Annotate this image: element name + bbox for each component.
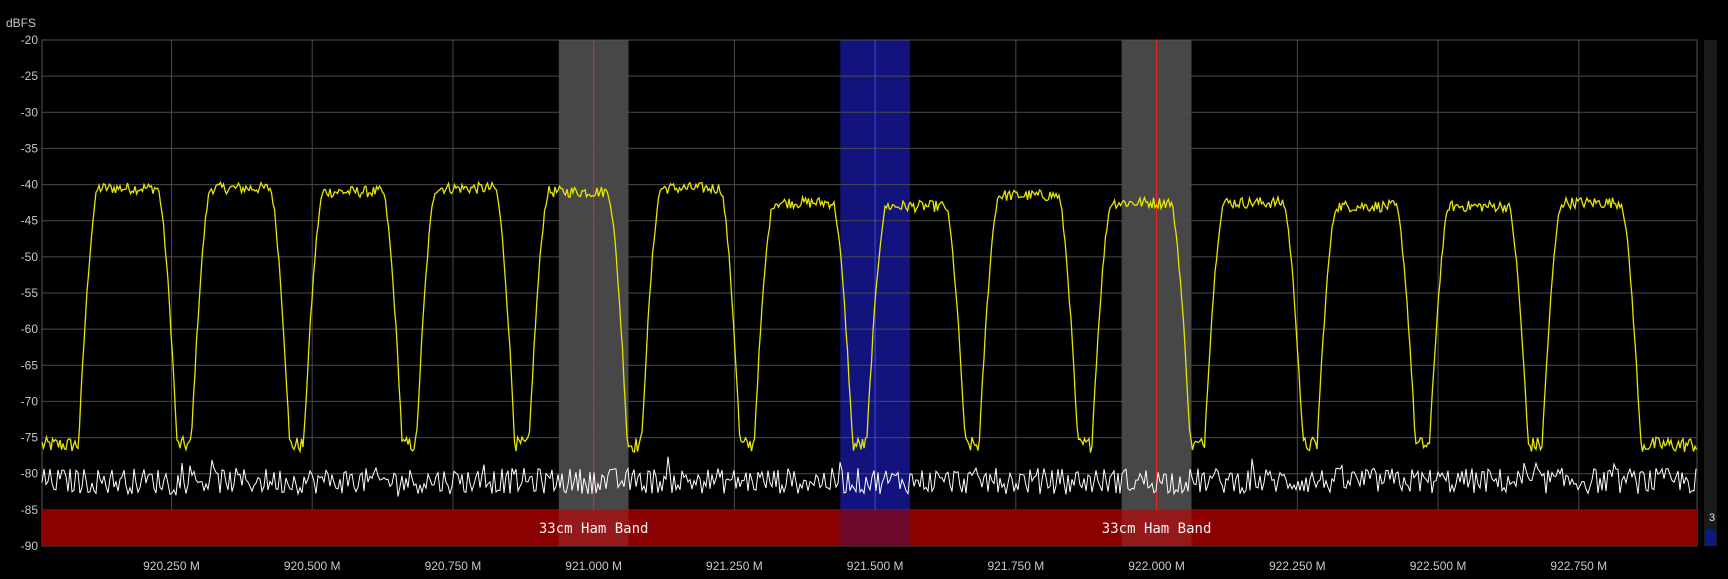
band-plan-layer: 33cm Ham Band 33cm Ham Band bbox=[42, 509, 1697, 546]
y-tick-label: -65 bbox=[21, 358, 39, 372]
y-tick-label: -70 bbox=[21, 394, 39, 408]
band-plan-bar bbox=[42, 509, 876, 546]
x-tick-label: 921.750 M bbox=[988, 559, 1045, 573]
y-axis-unit-label: dBFS bbox=[6, 16, 36, 30]
traces-layer bbox=[41, 180, 1698, 497]
x-tick-label: 920.250 M bbox=[143, 559, 200, 573]
x-tick-label: 922.500 M bbox=[1410, 559, 1467, 573]
y-tick-label: -85 bbox=[21, 503, 39, 517]
band-label: 33cm Ham Band bbox=[1102, 521, 1212, 537]
band-label: 33cm Ham Band bbox=[539, 521, 649, 537]
y-tick-label: -55 bbox=[21, 286, 39, 300]
band-plan-bar bbox=[875, 509, 1697, 546]
band-highlight-tint bbox=[1121, 509, 1192, 546]
x-tick-label: 920.750 M bbox=[425, 559, 482, 573]
y-tick-label: -50 bbox=[21, 250, 39, 264]
side-scrollbar-track[interactable] bbox=[1704, 40, 1717, 546]
x-tick-label: 922.250 M bbox=[1269, 559, 1326, 573]
band-highlight-tint bbox=[840, 509, 911, 546]
y-tick-label: -60 bbox=[21, 322, 39, 336]
x-tick-label: 922.750 M bbox=[1550, 559, 1607, 573]
y-tick-label: -90 bbox=[21, 539, 39, 553]
x-tick-label: 921.500 M bbox=[847, 559, 904, 573]
side-indicator[interactable] bbox=[1705, 530, 1716, 546]
y-tick-label: -35 bbox=[21, 141, 39, 155]
y-tick-label: -20 bbox=[21, 33, 39, 47]
y-tick-label: -45 bbox=[21, 214, 39, 228]
x-tick-label: 921.250 M bbox=[706, 559, 763, 573]
side-scrollbar-panel[interactable]: 3 bbox=[1704, 40, 1717, 546]
y-tick-label: -40 bbox=[21, 178, 39, 192]
axes-layer: -20 -25 -30 -35 -40 -45 -50 -55 -60 -65 -70 -75 -80 -… bbox=[21, 33, 1607, 573]
channel-power-trace bbox=[41, 180, 1698, 454]
x-tick-label: 921.000 M bbox=[565, 559, 622, 573]
y-tick-label: -30 bbox=[21, 105, 39, 119]
noise-floor-trace bbox=[41, 456, 1697, 497]
x-tick-label: 922.000 M bbox=[1128, 559, 1185, 573]
y-tick-label: -75 bbox=[21, 431, 39, 445]
side-count-label: 3 bbox=[1709, 512, 1715, 524]
y-tick-label: -80 bbox=[21, 467, 39, 481]
band-highlight-tint bbox=[558, 509, 629, 546]
y-tick-label: -25 bbox=[21, 69, 39, 83]
x-tick-label: 920.500 M bbox=[284, 559, 341, 573]
